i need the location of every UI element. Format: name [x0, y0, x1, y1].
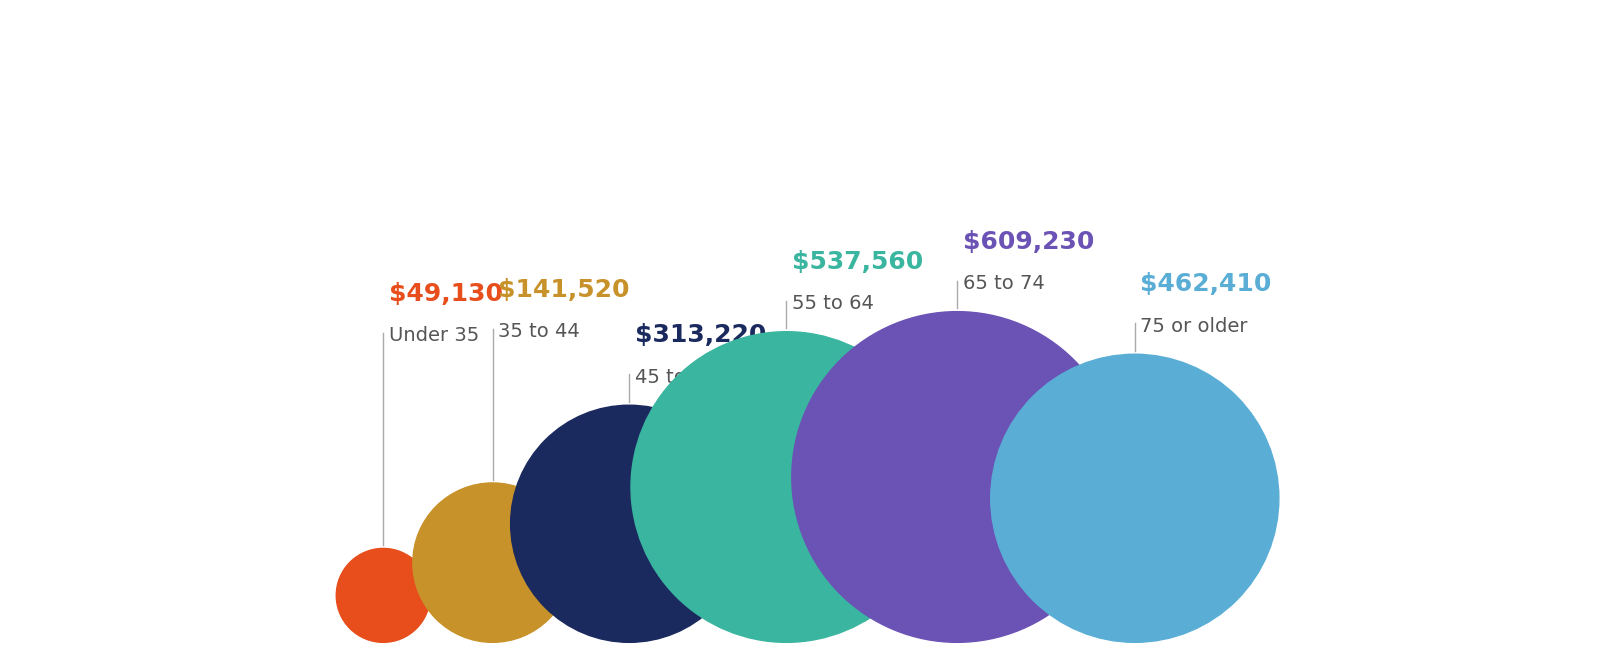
Circle shape [990, 354, 1278, 642]
Text: $462,410: $462,410 [1141, 272, 1272, 296]
Text: $609,230: $609,230 [963, 229, 1094, 253]
Text: 45 to 54: 45 to 54 [635, 368, 717, 387]
Text: $141,520: $141,520 [498, 278, 629, 302]
Text: Under 35: Under 35 [389, 326, 478, 346]
Text: $49,130: $49,130 [389, 282, 502, 306]
Text: 75 or older: 75 or older [1141, 317, 1248, 336]
Text: $537,560: $537,560 [792, 249, 923, 273]
Circle shape [792, 311, 1123, 642]
Circle shape [510, 406, 747, 642]
Circle shape [336, 548, 430, 642]
Text: $313,220: $313,220 [635, 323, 766, 347]
Text: 65 to 74: 65 to 74 [963, 274, 1045, 293]
Text: 55 to 64: 55 to 64 [792, 294, 874, 313]
Circle shape [413, 483, 573, 642]
Text: 35 to 44: 35 to 44 [498, 322, 579, 342]
Circle shape [630, 331, 942, 642]
